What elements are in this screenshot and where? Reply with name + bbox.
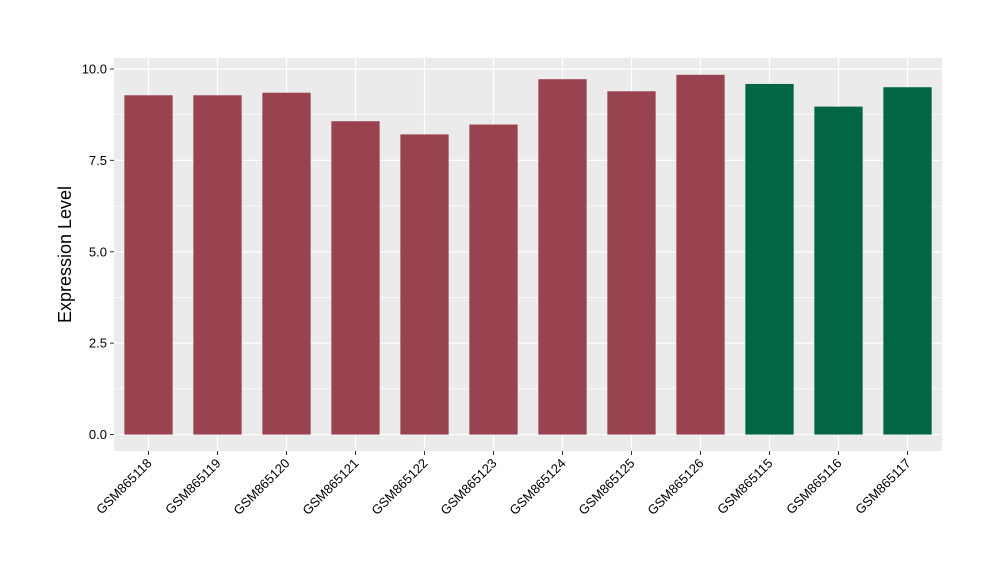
x-tick-label: GSM865124 bbox=[506, 456, 568, 518]
bar-GSM865116 bbox=[814, 106, 863, 435]
x-tick-label: GSM865115 bbox=[714, 456, 776, 518]
x-tick-label: GSM865125 bbox=[575, 456, 637, 518]
y-axis-title: Expression Level bbox=[55, 186, 75, 323]
bar-GSM865124 bbox=[538, 79, 587, 435]
bar-GSM865122 bbox=[400, 134, 449, 435]
x-tick-label: GSM865116 bbox=[783, 456, 845, 518]
bar-GSM865125 bbox=[607, 91, 656, 435]
x-tick-label: GSM865122 bbox=[368, 456, 430, 518]
y-tick-label: 10.0 bbox=[82, 61, 107, 76]
y-axis: 0.0 2.5 5.0 7.5 10.0 bbox=[82, 61, 114, 442]
y-tick-label: 0.0 bbox=[89, 427, 107, 442]
x-tick-label: GSM865120 bbox=[230, 456, 292, 518]
bar-GSM865123 bbox=[469, 124, 518, 435]
bar-GSM865121 bbox=[331, 121, 380, 435]
y-tick-label: 5.0 bbox=[89, 244, 107, 259]
x-tick-label: GSM865121 bbox=[299, 456, 361, 518]
bars bbox=[124, 74, 932, 435]
bar-GSM865117 bbox=[883, 87, 932, 435]
x-axis: GSM865118 GSM865119 GSM865120 GSM865121 GSM8… bbox=[93, 451, 914, 518]
bar-GSM865126 bbox=[676, 74, 725, 435]
x-tick-label: GSM865118 bbox=[93, 456, 155, 518]
x-tick-label: GSM865126 bbox=[644, 456, 706, 518]
y-tick-label: 2.5 bbox=[89, 336, 107, 351]
bar-GSM865115 bbox=[745, 83, 794, 435]
bar-GSM865119 bbox=[193, 95, 242, 435]
x-tick-label: GSM865123 bbox=[437, 456, 499, 518]
x-tick-label: GSM865119 bbox=[162, 456, 224, 518]
bar-GSM865118 bbox=[124, 95, 173, 435]
plot-panel bbox=[114, 58, 942, 451]
bar-GSM865120 bbox=[262, 92, 311, 435]
y-tick-label: 7.5 bbox=[89, 153, 107, 168]
x-tick-label: GSM865117 bbox=[852, 456, 914, 518]
